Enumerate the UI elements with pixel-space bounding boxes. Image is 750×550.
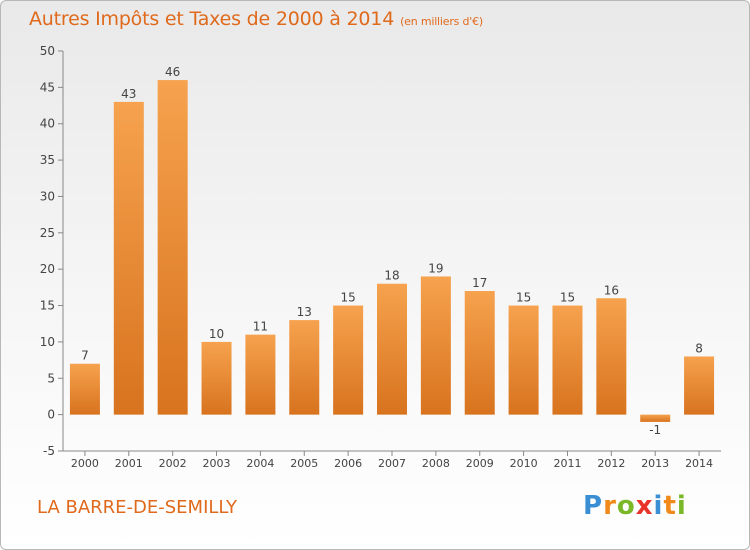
y-tick-label: 30 (40, 189, 55, 203)
logo-letter: x (635, 491, 654, 521)
x-tick-label: 2012 (597, 457, 625, 470)
bar (508, 305, 539, 415)
data-label: 17 (472, 276, 487, 290)
x-tick-label: 2013 (641, 457, 669, 470)
bar (69, 363, 100, 415)
y-tick-label: 45 (40, 80, 55, 94)
commune-name: LA BARRE-DE-SEMILLY (37, 497, 238, 518)
bar (552, 305, 583, 415)
bar (377, 283, 407, 415)
logo-letter: t (663, 491, 677, 521)
bar (333, 305, 364, 415)
bar (245, 334, 276, 415)
data-label: 15 (516, 291, 531, 305)
data-label: 46 (165, 65, 180, 79)
x-tick-label: 2005 (290, 457, 318, 470)
y-tick-label: 15 (40, 299, 55, 313)
data-label: 11 (253, 320, 268, 334)
y-tick-label: 0 (47, 408, 55, 422)
y-tick-label: 35 (40, 153, 55, 167)
x-tick-label: 2000 (71, 457, 99, 470)
logo-letter: P (583, 491, 604, 521)
y-tick-label: 25 (40, 226, 55, 240)
data-label: 15 (560, 291, 575, 305)
y-tick-label: 5 (47, 371, 55, 385)
chart-labels: 7 43 46 10 11 13 15 18 19 17 15 15 16 -1 8 (81, 65, 703, 437)
data-label: 18 (384, 269, 399, 283)
chart-axes: -5 0 5 10 15 20 25 30 35 40 45 50 2000 2001 2002 2003 20… (40, 44, 721, 470)
title-text: Autres Impôts et Taxes de 2000 à 2014 (29, 8, 395, 30)
y-tick-label: 20 (40, 262, 55, 276)
x-tick-label: 2002 (159, 457, 187, 470)
x-tick-label: 2011 (553, 457, 581, 470)
data-label: 19 (428, 261, 443, 275)
data-label: -1 (649, 423, 661, 437)
x-tick-label: 2006 (334, 457, 362, 470)
data-label: 43 (121, 87, 136, 101)
x-tick-label: 2009 (466, 457, 494, 470)
y-tick-label: 10 (40, 335, 55, 349)
bar (640, 414, 671, 422)
logo-letter: i (676, 491, 687, 521)
data-label: 13 (297, 305, 312, 319)
bar (289, 320, 320, 415)
x-tick-label: 2004 (246, 457, 274, 470)
logo-letter: o (616, 491, 636, 521)
data-label: 7 (81, 349, 89, 363)
bar (684, 356, 715, 415)
y-tick-label: 40 (40, 117, 55, 131)
logo-letter: r (603, 491, 617, 521)
proxiti-logo: Proxiti (583, 491, 687, 521)
bar (157, 80, 188, 415)
y-tick-label: -5 (43, 444, 55, 458)
chart-bars (69, 80, 715, 422)
chart-subtitle: (en milliers d'€) (400, 15, 483, 28)
x-tick-label: 2007 (378, 457, 406, 470)
data-label: 8 (695, 341, 703, 355)
chart-title: Autres Impôts et Taxes de 2000 à 2014 (en… (29, 8, 483, 30)
bar (201, 341, 232, 415)
data-label: 16 (604, 283, 619, 297)
bar (596, 298, 627, 415)
x-tick-label: 2003 (203, 457, 231, 470)
y-tick-label: 50 (40, 44, 55, 58)
bar (113, 101, 144, 415)
x-tick-label: 2001 (115, 457, 143, 470)
x-tick-label: 2014 (685, 457, 713, 470)
data-label: 15 (340, 291, 355, 305)
x-tick-label: 2008 (422, 457, 450, 470)
bar (420, 276, 451, 415)
logo-letter: i (653, 491, 664, 521)
data-label: 10 (209, 327, 224, 341)
bar (464, 291, 495, 415)
x-tick-label: 2010 (510, 457, 538, 470)
